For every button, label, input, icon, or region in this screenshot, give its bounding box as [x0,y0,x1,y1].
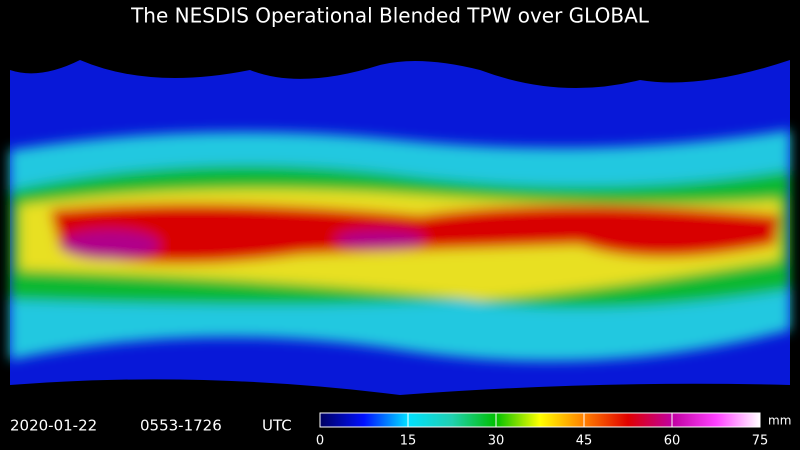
colorbar-tick-label: 45 [576,434,593,449]
timezone: UTC [262,417,292,435]
colorbar-tick-label: 15 [400,434,417,449]
colorbar-tick-label: 0 [316,434,324,449]
map [10,35,790,405]
title: The NESDIS Operational Blended TPW over … [130,4,650,28]
peak-area [335,230,425,250]
date: 2020-01-22 [10,417,97,435]
peak-area [60,230,160,260]
colorbar-tick-label: 60 [664,434,681,449]
colorbar [319,412,761,428]
land-north [10,35,790,88]
colorbar-tick-label: 75 [752,434,769,449]
land-south [10,379,790,405]
time-range: 0553-1726 [140,417,222,435]
colorbar-unit: mm [768,414,791,428]
colorbar-tick-label: 30 [488,434,505,449]
